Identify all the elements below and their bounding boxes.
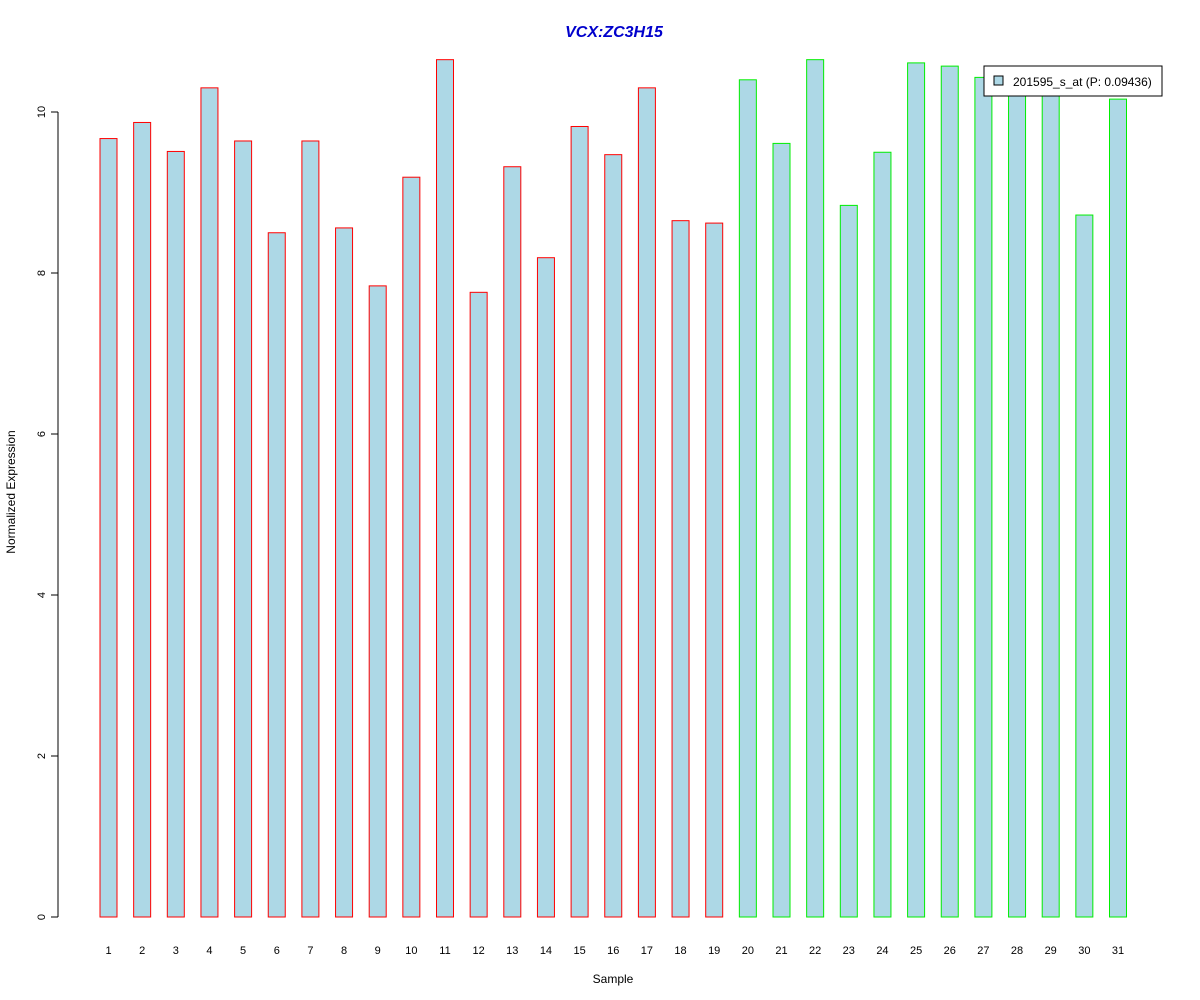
- x-tick-label: 24: [876, 945, 888, 957]
- x-tick-label: 28: [1011, 945, 1023, 957]
- bar: [335, 227, 354, 918]
- x-tick-label: 21: [775, 945, 787, 957]
- x-tick-label: 1: [105, 945, 111, 957]
- legend-label: 201595_s_at (P: 0.09436): [1013, 75, 1152, 89]
- x-tick-label: 14: [540, 945, 552, 957]
- x-tick-label: 3: [173, 945, 179, 957]
- x-tick-label: 5: [240, 945, 246, 957]
- bar: [1075, 214, 1094, 918]
- x-tick-label: 26: [944, 945, 956, 957]
- bar: [806, 59, 825, 918]
- x-tick-label: 30: [1078, 945, 1090, 957]
- bar: [1109, 98, 1127, 918]
- bar: [1008, 87, 1027, 918]
- bar: [873, 151, 892, 918]
- bar: [1041, 87, 1060, 918]
- bar: [907, 62, 926, 918]
- x-tick-label: 7: [307, 945, 313, 957]
- bar: [536, 257, 555, 918]
- bar: [671, 220, 690, 918]
- x-tick-label: 10: [405, 945, 417, 957]
- y-tick-label: 4: [36, 592, 48, 598]
- x-tick-label: 29: [1045, 945, 1057, 957]
- x-tick-label: 2: [139, 945, 145, 957]
- bars: [99, 59, 1127, 918]
- x-tick-label: 27: [977, 945, 989, 957]
- bar: [133, 121, 152, 918]
- x-tick-labels: 1 2 3 4 5 6 7 8 9 10 11 12 13 14 15 16 17 18 19 20 21 22 23 24 2…: [105, 945, 1124, 957]
- bar: [402, 176, 421, 918]
- x-tick-label: 20: [742, 945, 754, 957]
- x-tick-label: 15: [573, 945, 585, 957]
- x-tick-label: 17: [641, 945, 653, 957]
- x-tick-label: 18: [674, 945, 686, 957]
- bar: [604, 154, 623, 918]
- bar: [301, 140, 320, 918]
- y-tick-label: 10: [36, 106, 48, 118]
- legend-swatch: [993, 75, 1004, 86]
- bar: [839, 204, 858, 918]
- bar: [267, 232, 286, 918]
- x-tick-label: 31: [1112, 945, 1124, 957]
- bar: [99, 138, 118, 918]
- x-tick-label: 9: [375, 945, 381, 957]
- bar: [200, 87, 219, 918]
- bar: [772, 142, 791, 918]
- legend: 201595_s_at (P: 0.09436): [983, 65, 1163, 97]
- x-tick-label: 22: [809, 945, 821, 957]
- y-axis-label: Normalized Expression: [4, 430, 18, 553]
- legend-box: [983, 65, 1163, 97]
- x-tick-label: 11: [439, 945, 450, 957]
- bar: [436, 59, 454, 918]
- x-tick-label: 4: [206, 945, 212, 957]
- bar: [570, 125, 589, 918]
- y-tick-label: 2: [36, 753, 48, 759]
- bar: [705, 222, 724, 918]
- bar: [940, 65, 959, 918]
- bar: [974, 76, 993, 918]
- bar: [637, 87, 656, 918]
- x-tick-label: 12: [473, 945, 485, 957]
- x-axis-label: Sample: [593, 972, 634, 986]
- bar: [469, 291, 488, 918]
- x-tick-label: 23: [843, 945, 855, 957]
- x-tick-label: 16: [607, 945, 619, 957]
- y-tick-label: 0: [36, 914, 48, 920]
- bar: [368, 285, 387, 918]
- bar: [738, 79, 757, 918]
- y-axis: 0 2 4 6 8 10: [36, 106, 59, 920]
- chart-title: VCX:ZC3H15: [565, 24, 664, 41]
- bar: [503, 166, 522, 918]
- bar: [166, 150, 185, 918]
- x-tick-label: 13: [506, 945, 518, 957]
- x-tick-label: 8: [341, 945, 347, 957]
- y-tick-label: 8: [36, 270, 48, 276]
- x-tick-label: 19: [708, 945, 720, 957]
- y-tick-label: 6: [36, 431, 48, 437]
- x-tick-label: 25: [910, 945, 922, 957]
- x-tick-label: 6: [274, 945, 280, 957]
- bar: [234, 140, 253, 918]
